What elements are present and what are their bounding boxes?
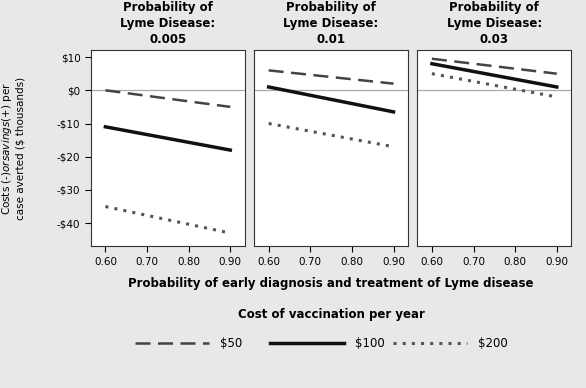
Text: Probability of early diagnosis and treatment of Lyme disease: Probability of early diagnosis and treat… [128,277,534,291]
Text: $100: $100 [355,337,384,350]
Text: Costs (-$) or savings (+$) per
case averted ($ thousands): Costs (-$) or savings (+$) per case aver… [0,77,26,220]
Text: Cost of vaccination per year: Cost of vaccination per year [238,308,424,322]
Title: Probability of
Lyme Disease:
0.005: Probability of Lyme Disease: 0.005 [120,2,216,47]
Text: $200: $200 [478,337,507,350]
Text: $50: $50 [220,337,242,350]
Title: Probability of
Lyme Disease:
0.03: Probability of Lyme Disease: 0.03 [447,2,542,47]
Title: Probability of
Lyme Disease:
0.01: Probability of Lyme Disease: 0.01 [284,2,379,47]
